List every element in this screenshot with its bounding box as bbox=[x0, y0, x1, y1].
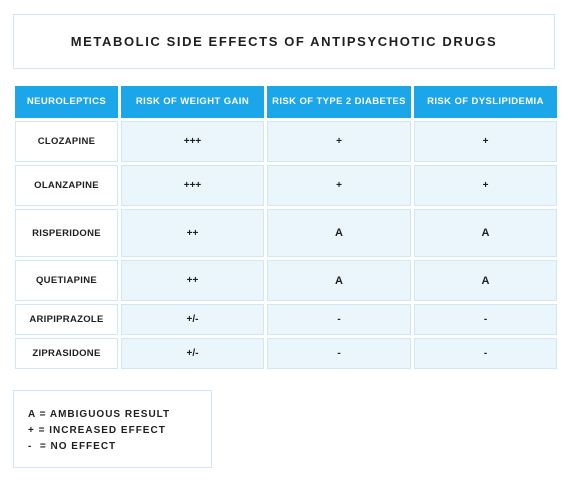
weight-gain-value: +++ bbox=[121, 165, 264, 206]
header-weight-gain: RISK OF WEIGHT GAIN bbox=[121, 86, 264, 118]
diabetes-value: + bbox=[267, 121, 411, 162]
table-row: OLANZAPINE +++ + + bbox=[15, 165, 557, 206]
drug-name: QUETIAPINE bbox=[15, 260, 118, 301]
dyslipidemia-value: - bbox=[414, 304, 557, 335]
diabetes-value: A bbox=[267, 209, 411, 257]
table-row: ZIPRASIDONE +/- - - bbox=[15, 338, 557, 369]
legend-increased: + = INCREASED EFFECT bbox=[28, 425, 166, 436]
dyslipidemia-value: + bbox=[414, 165, 557, 206]
weight-gain-value: ++ bbox=[121, 260, 264, 301]
diabetes-value: A bbox=[267, 260, 411, 301]
title-box: METABOLIC SIDE EFFECTS OF ANTIPSYCHOTIC … bbox=[13, 14, 555, 69]
diabetes-value: - bbox=[267, 338, 411, 369]
dyslipidemia-value: - bbox=[414, 338, 557, 369]
dyslipidemia-value: + bbox=[414, 121, 557, 162]
legend-no-effect: - = NO EFFECT bbox=[28, 441, 117, 452]
weight-gain-value: +/- bbox=[121, 304, 264, 335]
drug-name: CLOZAPINE bbox=[15, 121, 118, 162]
legend-box: A = AMBIGUOUS RESULT + = INCREASED EFFEC… bbox=[13, 390, 212, 468]
header-type2-diabetes: RISK OF TYPE 2 DIABETES bbox=[267, 86, 411, 118]
drug-name: ZIPRASIDONE bbox=[15, 338, 118, 369]
drug-name: RISPERIDONE bbox=[15, 209, 118, 257]
side-effects-table: NEUROLEPTICS RISK OF WEIGHT GAIN RISK OF… bbox=[12, 83, 560, 372]
legend-ambiguous: A = AMBIGUOUS RESULT bbox=[28, 409, 171, 420]
table-row: ARIPIPRAZOLE +/- - - bbox=[15, 304, 557, 335]
table-row: QUETIAPINE ++ A A bbox=[15, 260, 557, 301]
dyslipidemia-value: A bbox=[414, 209, 557, 257]
drug-name: OLANZAPINE bbox=[15, 165, 118, 206]
weight-gain-value: +++ bbox=[121, 121, 264, 162]
table-row: RISPERIDONE ++ A A bbox=[15, 209, 557, 257]
diabetes-value: - bbox=[267, 304, 411, 335]
header-neuroleptics: NEUROLEPTICS bbox=[15, 86, 118, 118]
weight-gain-value: ++ bbox=[121, 209, 264, 257]
drug-name: ARIPIPRAZOLE bbox=[15, 304, 118, 335]
page-title: METABOLIC SIDE EFFECTS OF ANTIPSYCHOTIC … bbox=[70, 34, 498, 49]
header-row: NEUROLEPTICS RISK OF WEIGHT GAIN RISK OF… bbox=[15, 86, 557, 118]
dyslipidemia-value: A bbox=[414, 260, 557, 301]
diabetes-value: + bbox=[267, 165, 411, 206]
weight-gain-value: +/- bbox=[121, 338, 264, 369]
table-row: CLOZAPINE +++ + + bbox=[15, 121, 557, 162]
header-dyslipidemia: RISK OF DYSLIPIDEMIA bbox=[414, 86, 557, 118]
